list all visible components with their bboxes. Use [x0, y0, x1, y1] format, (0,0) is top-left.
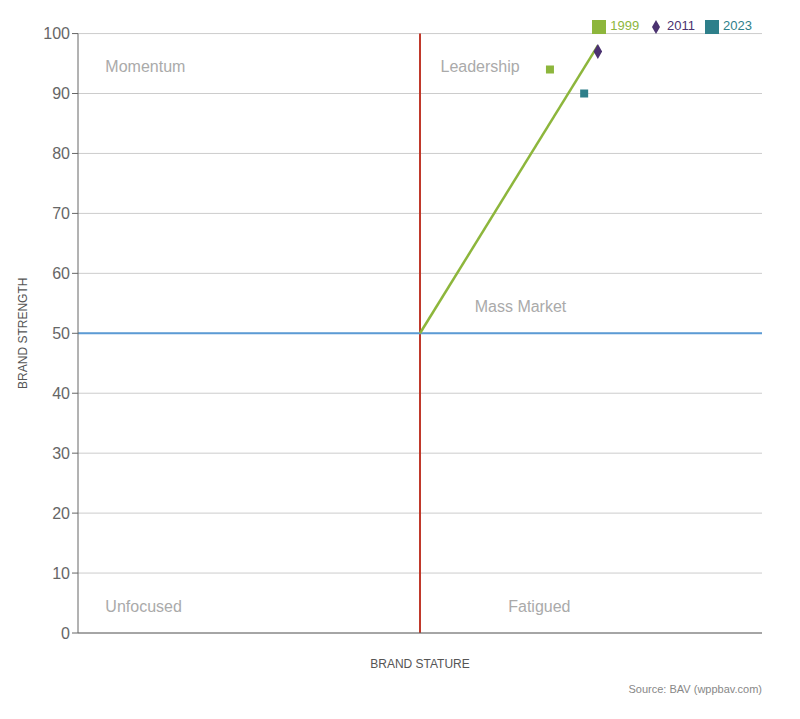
svg-text:Leadership: Leadership — [441, 58, 520, 75]
svg-text:10: 10 — [52, 565, 70, 582]
svg-text:BRAND STRENGTH: BRAND STRENGTH — [16, 278, 30, 389]
svg-text:BRAND STATURE: BRAND STATURE — [370, 657, 470, 671]
svg-text:50: 50 — [52, 325, 70, 342]
svg-text:Momentum: Momentum — [105, 58, 185, 75]
svg-text:Unfocused: Unfocused — [105, 598, 182, 615]
svg-text:0: 0 — [61, 625, 70, 642]
svg-text:100: 100 — [43, 25, 70, 42]
svg-text:30: 30 — [52, 445, 70, 462]
svg-text:60: 60 — [52, 265, 70, 282]
svg-text:90: 90 — [52, 85, 70, 102]
svg-text:Mass Market: Mass Market — [475, 298, 567, 315]
svg-text:40: 40 — [52, 385, 70, 402]
svg-text:70: 70 — [52, 205, 70, 222]
html-text:1999: 1999 — [610, 18, 640, 33]
svg-text:Fatigued: Fatigued — [508, 598, 570, 615]
svg-text:80: 80 — [52, 145, 70, 162]
svg-text:20: 20 — [52, 505, 70, 522]
html-text:2023: 2023 — [723, 18, 752, 33]
html-text:Source: BAV (wppbav.com): Source: BAV (wppbav.com) — [628, 683, 762, 695]
html-text:2011: 2011 — [667, 18, 696, 33]
